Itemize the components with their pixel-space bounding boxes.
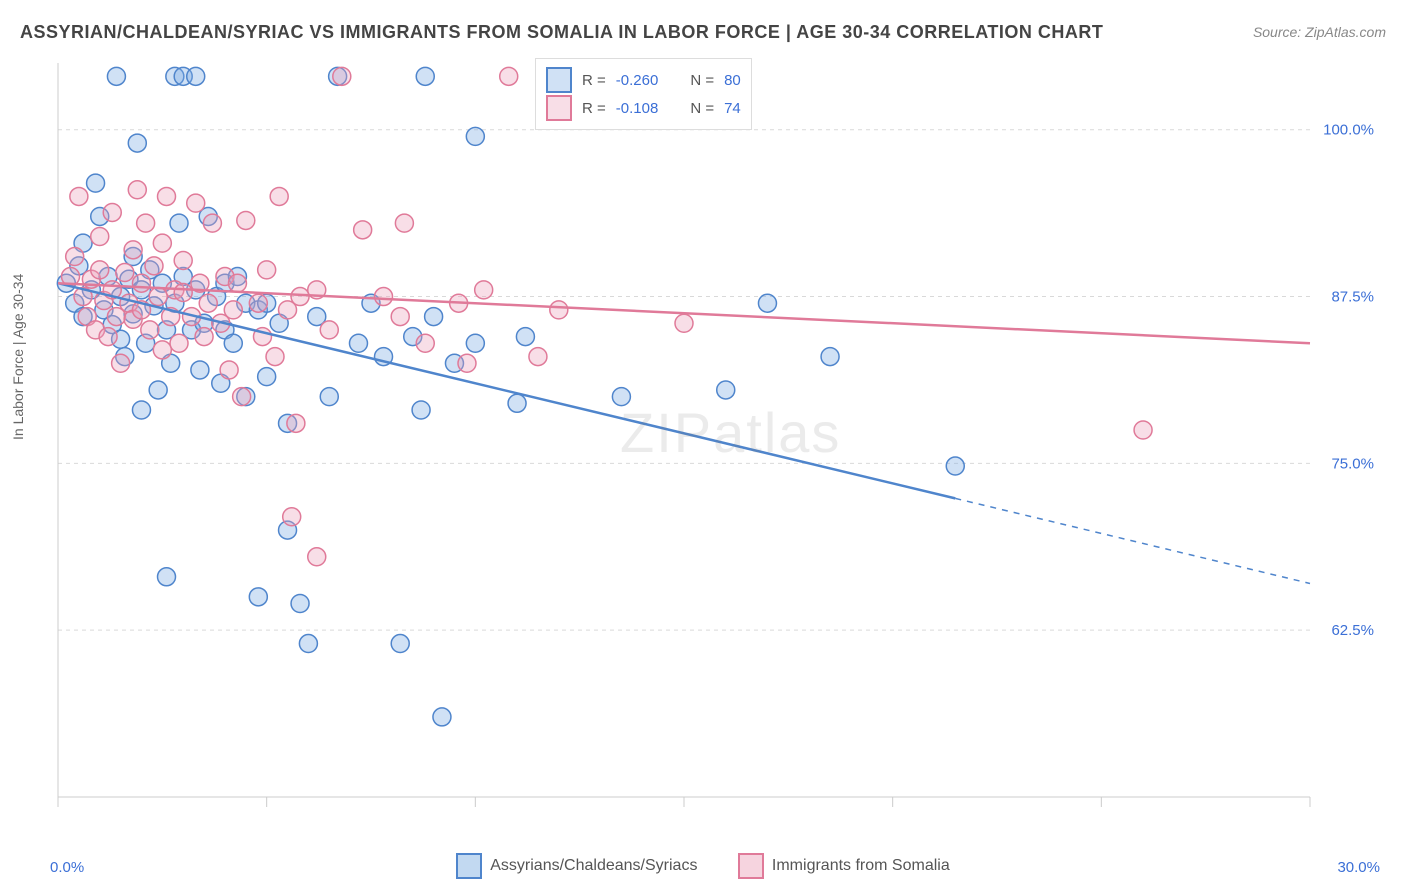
svg-text:87.5%: 87.5% [1331,289,1374,306]
stat-r-value: -0.108 [616,100,659,117]
stat-r-value: -0.260 [616,72,659,89]
legend-item-series-a: Assyrians/Chaldeans/Syriacs [456,853,697,879]
stat-r-label: R = [582,100,606,117]
svg-text:75.0%: 75.0% [1331,455,1374,472]
chart-title: ASSYRIAN/CHALDEAN/SYRIAC VS IMMIGRANTS F… [20,22,1103,43]
legend-label: Immigrants from Somalia [772,857,950,875]
y-axis-label: In Labor Force | Age 30-34 [10,274,26,440]
x-axis-min-label: 0.0% [50,859,84,876]
stats-legend-row: R = -0.260 N = 80 [546,67,741,93]
stat-n-label: N = [690,72,714,89]
square-icon [738,853,764,879]
square-icon [546,95,572,121]
stat-n-label: N = [690,100,714,117]
stats-legend-row: R = -0.108 N = 74 [546,95,741,121]
svg-text:62.5%: 62.5% [1331,622,1374,639]
series-legend: 0.0% Assyrians/Chaldeans/Syriacs Immigra… [0,853,1406,884]
legend-label: Assyrians/Chaldeans/Syriacs [490,857,697,875]
scatter-chart: 62.5% 75.0% 87.5% 100.0% [50,55,1380,825]
stat-n-value: 80 [724,72,741,89]
svg-text:100.0%: 100.0% [1323,122,1374,139]
stats-legend: R = -0.260 N = 80 R = -0.108 N = 74 [535,58,752,130]
stat-r-label: R = [582,72,606,89]
square-icon [456,853,482,879]
square-icon [546,67,572,93]
legend-item-series-b: Immigrants from Somalia [738,853,950,879]
x-axis-max-label: 30.0% [1337,859,1380,876]
source-attribution: Source: ZipAtlas.com [1253,24,1386,40]
stat-n-value: 74 [724,100,741,117]
